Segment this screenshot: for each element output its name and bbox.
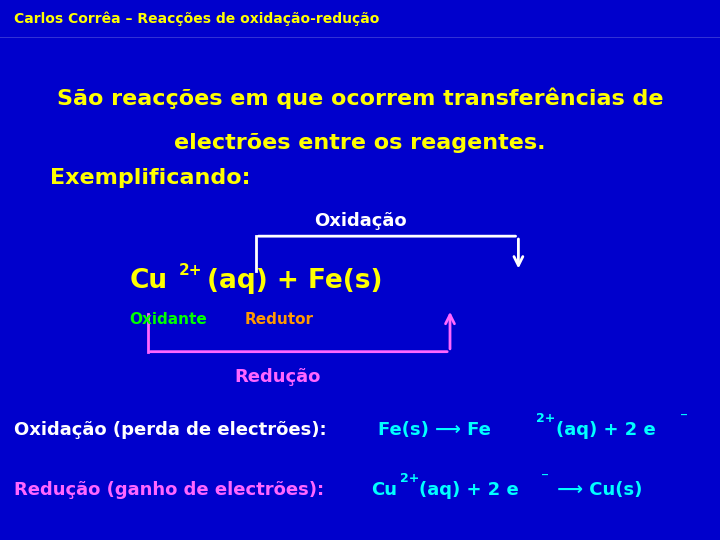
Text: ⟶ Cu(s): ⟶ Cu(s) [551, 481, 642, 499]
Text: (aq) + 2 e: (aq) + 2 e [419, 481, 519, 499]
Text: Oxidante: Oxidante [130, 312, 207, 327]
Text: São reacções em que ocorrem transferências de: São reacções em que ocorrem transferênci… [57, 87, 663, 109]
Text: ⁻: ⁻ [541, 471, 549, 486]
Text: Redutor: Redutor [245, 312, 314, 327]
Text: Oxidação (perda de electrões):: Oxidação (perda de electrões): [14, 421, 327, 438]
Text: electrões entre os reagentes.: electrões entre os reagentes. [174, 133, 546, 153]
Text: 2+: 2+ [536, 412, 556, 425]
Text: ⁻: ⁻ [680, 411, 688, 426]
Text: Redução (ganho de electrões):: Redução (ganho de electrões): [14, 481, 325, 499]
Text: Oxidação: Oxidação [314, 212, 406, 230]
Text: Fe(s) ⟶ Fe: Fe(s) ⟶ Fe [378, 421, 491, 438]
Text: Redução: Redução [234, 368, 320, 386]
Text: 2+: 2+ [179, 263, 202, 278]
Text: Cu: Cu [371, 481, 397, 499]
Text: Carlos Corrêa – Reacções de oxidação-redução: Carlos Corrêa – Reacções de oxidação-red… [14, 12, 379, 26]
Text: Cu: Cu [130, 268, 168, 294]
Text: (aq) + 2 e: (aq) + 2 e [556, 421, 656, 438]
Text: Exemplificando:: Exemplificando: [50, 168, 251, 188]
Text: (aq) + Fe(s): (aq) + Fe(s) [207, 268, 383, 294]
Text: 2+: 2+ [400, 472, 419, 485]
